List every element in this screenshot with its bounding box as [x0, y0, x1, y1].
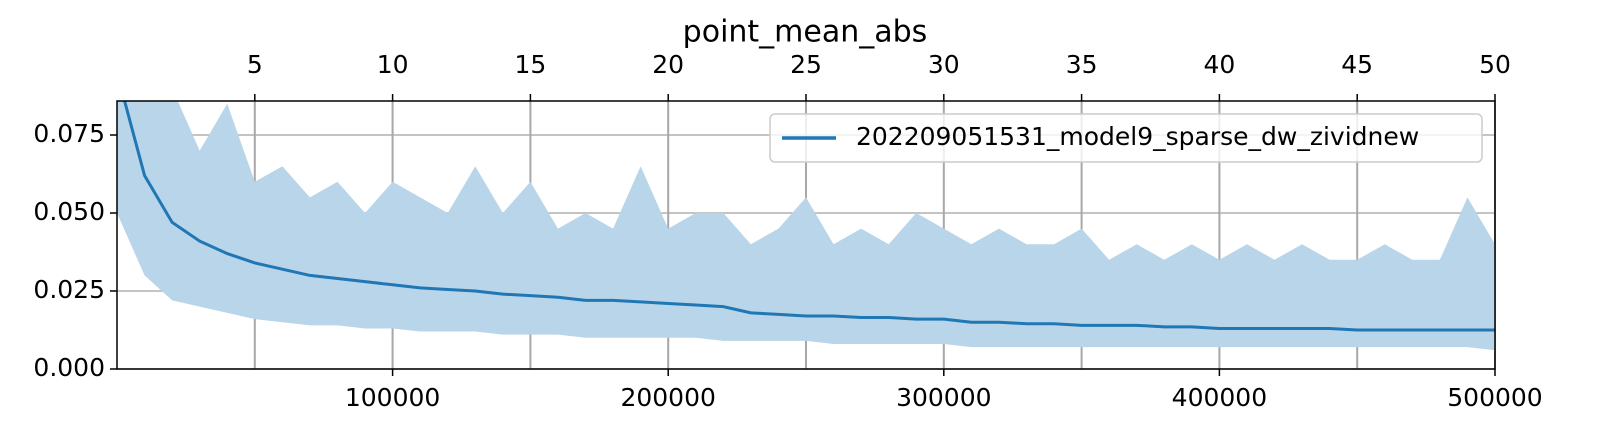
- series-line: [123, 101, 1495, 332]
- x-tick-label: 100000: [345, 383, 440, 412]
- y-tick-label: 0.075: [33, 119, 105, 148]
- x2-tick-label: 35: [1066, 50, 1098, 79]
- chart-title: point_mean_abs: [683, 15, 928, 50]
- spread-band: [117, 101, 1495, 351]
- legend-label: 202209051531_model9_sparse_dw_zividnew: [856, 122, 1419, 151]
- y-tick-label: 0.000: [33, 353, 105, 382]
- plot-frame: [116, 100, 1496, 370]
- legend: 202209051531_model9_sparse_dw_zividnew: [769, 113, 1483, 163]
- x2-tick-label: 50: [1479, 50, 1511, 79]
- legend-box: [769, 113, 1483, 163]
- y-tick-label: 0.025: [33, 275, 105, 304]
- x-tick-label: 500000: [1447, 383, 1542, 412]
- x2-tick-label: 30: [928, 50, 960, 79]
- x-tick-label: 400000: [1172, 383, 1267, 412]
- x2-tick-label: 20: [652, 50, 684, 79]
- x2-tick-label: 25: [790, 50, 822, 79]
- x2-tick-label: 45: [1341, 50, 1373, 79]
- x2-tick-label: 15: [514, 50, 546, 79]
- x2-tick-label: 10: [377, 50, 409, 79]
- x2-tick-label: 40: [1203, 50, 1235, 79]
- y-tick-label: 0.050: [33, 197, 105, 226]
- x-tick-label: 300000: [896, 383, 991, 412]
- x-tick-label: 200000: [620, 383, 715, 412]
- x2-tick-label: 5: [247, 50, 263, 79]
